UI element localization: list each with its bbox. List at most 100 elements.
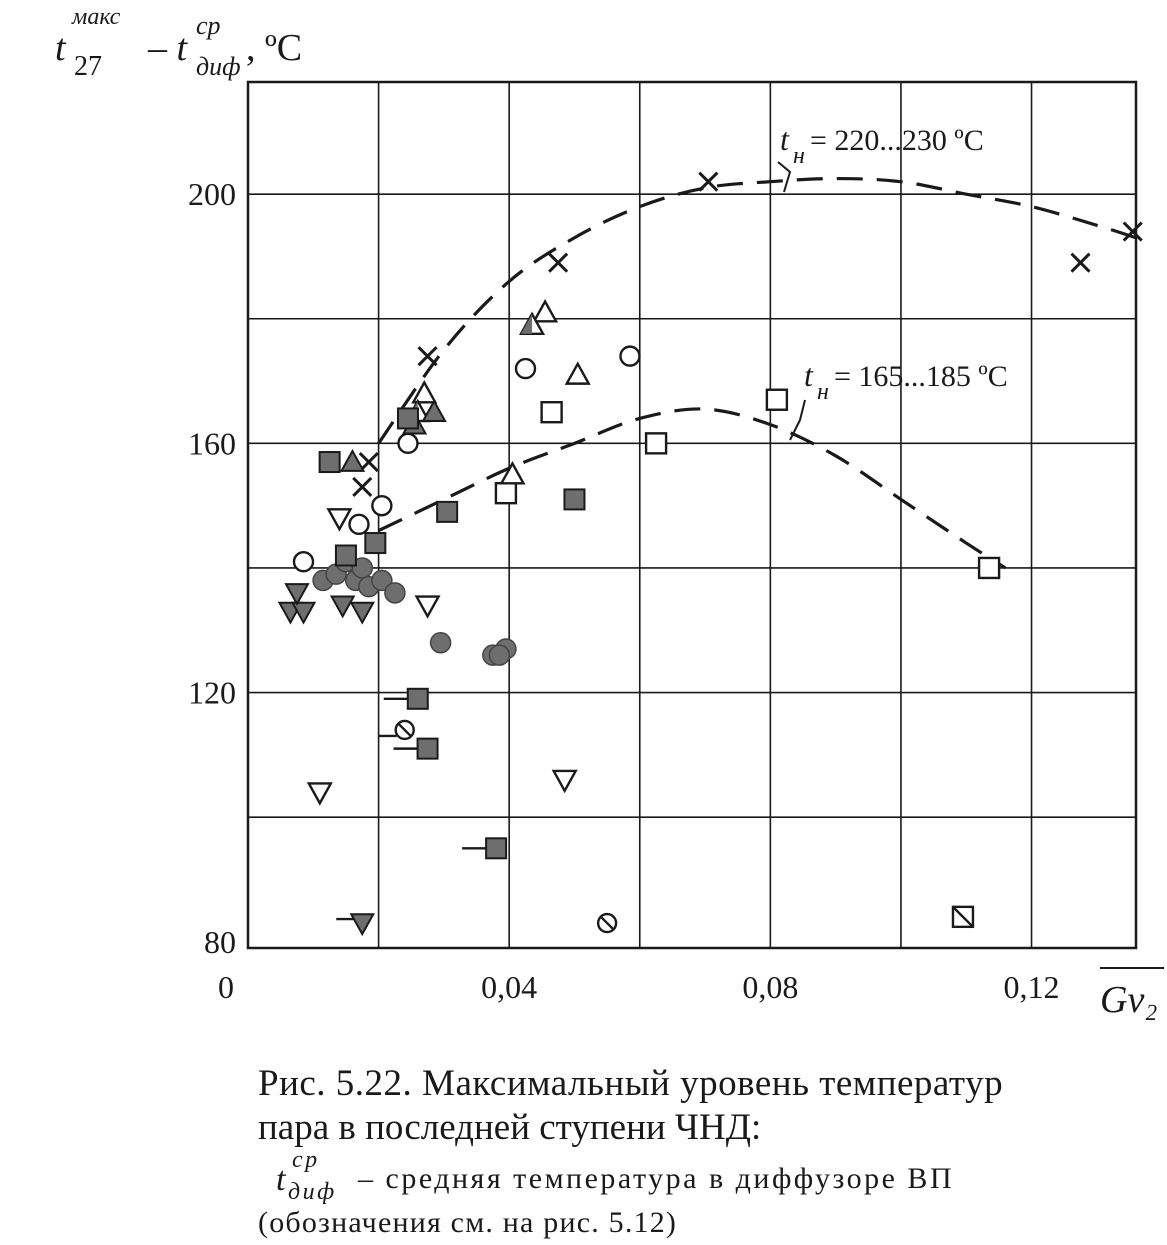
labels: t 27 макс – t ср диф , ºС Gv₂ 0 t н = 22…	[55, 4, 1164, 1021]
x-label: Gv₂	[1100, 979, 1158, 1021]
curve-label-1: t н = 220...230 ºС	[780, 121, 984, 169]
curve-label-2-leader	[789, 399, 806, 441]
marker-filled-inverted-triangle	[349, 913, 375, 937]
marker-triangle	[532, 299, 559, 323]
y-tick-label: 120	[188, 675, 236, 711]
data-point-fsq	[436, 500, 459, 523]
data-point-fsq_flag	[383, 687, 429, 710]
data-point-x	[417, 346, 438, 367]
marker-filled-square	[485, 837, 508, 860]
marker-cross-stroke	[417, 346, 438, 367]
marker-cross-stroke	[1122, 221, 1143, 242]
grid	[248, 82, 1136, 948]
caption-symbol: t ср диф	[258, 1147, 348, 1205]
caption-symbol-sub: диф	[288, 1179, 337, 1205]
marker-circle	[292, 551, 315, 573]
caption-symbol-sup: ср	[292, 1147, 320, 1173]
marker-square	[540, 401, 563, 424]
marker-filled-square	[406, 687, 429, 710]
data-point-x	[548, 252, 569, 273]
curve-1	[377, 176, 1137, 445]
marker-square	[494, 481, 518, 505]
data-point-osl	[596, 912, 618, 934]
y-label-sup2: ср	[196, 11, 221, 40]
marker-cross-stroke	[548, 252, 569, 273]
data-point-invtri_fill	[329, 595, 356, 619]
marker-square	[765, 388, 789, 411]
marker-filled-inverted-triangle	[290, 601, 317, 625]
marker-inverted-triangle	[326, 508, 353, 532]
y-label-sub: 27	[74, 51, 102, 82]
marker-triangle	[499, 461, 526, 485]
marker-filled-square	[318, 451, 341, 474]
x-tick-label: 0,08	[742, 969, 798, 1005]
data-point-tri	[499, 461, 526, 485]
x-axis-label: Gv₂	[1100, 967, 1164, 1021]
data-point-fsq	[396, 407, 419, 430]
data-point-invtri_fill	[349, 601, 375, 625]
axes: 80 120 160 200 0,04 0,08 0,12	[188, 80, 1138, 1005]
data-point-o	[514, 357, 537, 380]
y-label-sub2: диф	[196, 52, 241, 81]
data-point-invtri_fill	[290, 601, 317, 625]
data-point-o	[371, 494, 393, 517]
marker-square	[644, 432, 668, 455]
marker-circle	[619, 345, 641, 367]
data-point-fsq_flag	[462, 837, 508, 860]
data-point-sq	[540, 401, 563, 424]
chart-figure: 80 120 160 200 0,04 0,08 0,12 t 27 макс – t ср…	[55, 4, 1164, 1021]
data-point-fsq	[563, 488, 586, 511]
marker-filled-circle	[384, 582, 406, 604]
marker-circle	[514, 357, 537, 380]
marker-inverted-triangle	[306, 782, 333, 806]
curve-label-2: t н = 165...185 ºС	[804, 357, 1008, 405]
marker-filled-triangle	[421, 399, 447, 423]
plot-frame	[246, 80, 1138, 950]
data-point-tri_fill	[339, 448, 366, 472]
data-point-sqx	[951, 905, 975, 929]
y-tick-label: 80	[204, 924, 236, 960]
marker-slash	[600, 916, 614, 930]
marker-filled-triangle	[339, 448, 366, 472]
marker-triangle	[564, 361, 591, 385]
data-point-invtri	[326, 508, 353, 532]
x-tick-label: 0,04	[481, 969, 537, 1005]
caption-line-3-text: – средняя температура в диффузоре ВП	[358, 1162, 955, 1195]
y-label-minus: – t	[147, 27, 189, 69]
data-point-o	[292, 551, 315, 573]
marker-filled-circle	[488, 644, 511, 666]
figure-caption: Рис. 5.22. Максимальный уровень температ…	[258, 1062, 1118, 1245]
data-point-dot	[488, 644, 511, 666]
marker-filled-circle	[429, 631, 452, 654]
data-point-fsq	[334, 544, 357, 567]
curve-label-2-t: t	[804, 357, 814, 393]
data-point-x	[352, 476, 373, 498]
marker-circle	[348, 513, 370, 536]
curve-label-2-sub: н	[817, 379, 829, 405]
data-point-sq	[644, 432, 668, 455]
curves	[377, 176, 1137, 570]
data-point-x	[1070, 252, 1091, 273]
marker-triangle-fill	[521, 313, 533, 334]
marker-slash	[397, 723, 412, 737]
y-label-unit: , ºС	[246, 27, 302, 69]
marker-cross-stroke	[1070, 252, 1091, 273]
caption-symbol-t: t	[276, 1161, 288, 1198]
origin-label: 0	[218, 969, 234, 1005]
data-point-fsq_flag	[393, 737, 439, 760]
marker-circle	[371, 494, 393, 517]
y-label-sup: макс	[71, 4, 121, 30]
curve-label-1-leader	[777, 161, 792, 193]
marker-filled-square	[563, 488, 586, 511]
data-point-dot	[429, 631, 452, 654]
data-point-tri	[532, 299, 559, 323]
marker-filled-square	[334, 544, 357, 567]
y-label-t: t	[55, 27, 67, 69]
data-point-tri_half	[518, 311, 546, 335]
data-point-x	[1122, 221, 1143, 242]
marker-filled-square	[396, 407, 419, 430]
data-point-sq	[977, 556, 1001, 580]
marker-filled-inverted-triangle	[329, 595, 356, 619]
data-point-o	[619, 345, 641, 367]
curve-label-1-t: t	[780, 121, 790, 157]
